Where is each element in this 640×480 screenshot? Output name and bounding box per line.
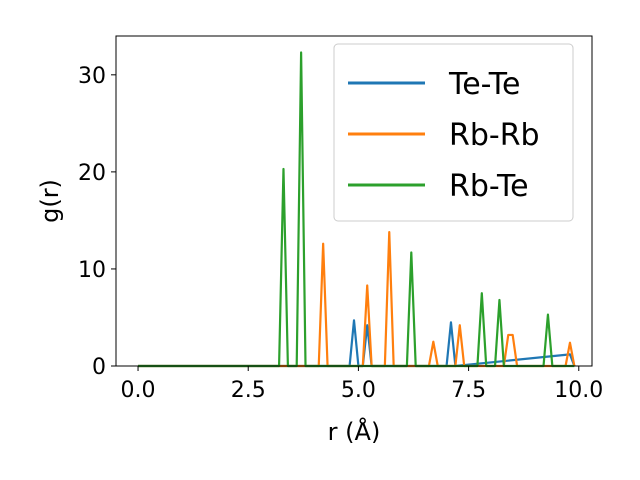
- x-tick-label: 0.0: [121, 378, 156, 403]
- legend-label: Te-Te: [448, 67, 520, 102]
- y-tick-label: 0: [92, 355, 106, 380]
- legend-frame: [333, 43, 574, 222]
- legend-label: Rb-Te: [449, 169, 529, 204]
- x-tick-label: 2.5: [231, 378, 266, 403]
- y-axis: 0 10 20 30: [78, 64, 116, 380]
- legend-label: Rb-Rb: [449, 118, 540, 153]
- y-tick-label: 30: [78, 64, 106, 89]
- x-tick-label: 5.0: [341, 378, 376, 403]
- x-axis-label: r (Å): [328, 417, 381, 446]
- y-tick-label: 10: [78, 258, 106, 283]
- legend: Te-Te Rb-Rb Rb-Te: [333, 43, 574, 222]
- x-tick-label: 10.0: [554, 378, 603, 403]
- x-axis: 0.0 2.5 5.0 7.5 10.0: [121, 366, 603, 403]
- plot-frame: [115, 35, 593, 367]
- y-axis-label: g(r): [36, 179, 64, 223]
- series-line-te-te: [138, 319, 576, 368]
- y-tick-label: 20: [78, 161, 106, 186]
- x-tick-label: 7.5: [451, 378, 486, 403]
